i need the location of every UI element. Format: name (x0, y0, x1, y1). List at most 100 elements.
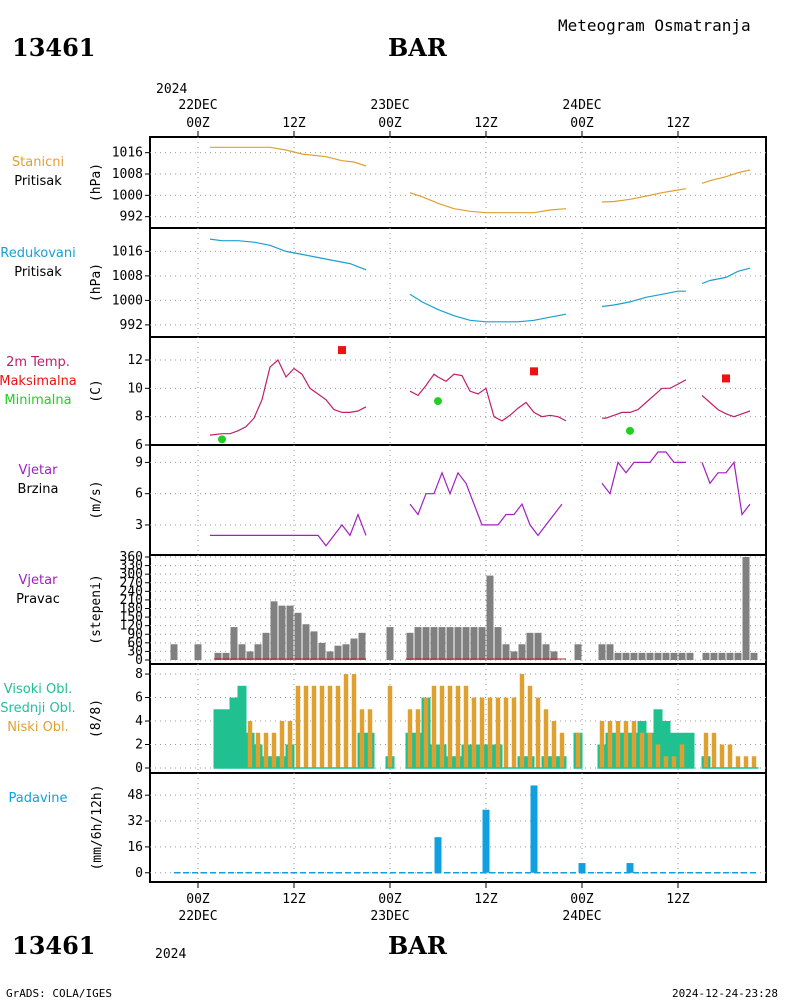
tmax-marker (722, 374, 730, 383)
y-tick-label: 32 (127, 814, 143, 829)
wind-dir-bar (670, 652, 678, 660)
low-cloud-bar (279, 721, 285, 768)
precip-bar (530, 785, 538, 873)
y-tick-label: 240 (120, 584, 143, 599)
wind-dir-bar (262, 632, 270, 660)
panel-frame-1 (149, 227, 767, 338)
y-tick-label: 300 (120, 567, 143, 582)
wind-dir-bar (518, 644, 526, 660)
tmax-marker (530, 367, 538, 376)
wind-dir-bar (294, 612, 302, 660)
y-tick-label: 12 (127, 353, 143, 368)
panel-label: Maksimalna (0, 374, 77, 389)
wind-dir-bar (662, 652, 670, 660)
bottom-hour-label: 00Z (570, 892, 594, 907)
wind-dir-bar (230, 627, 238, 660)
series-line (601, 451, 686, 496)
wind-dir-bar (502, 644, 510, 660)
high-cloud-bar (213, 709, 223, 768)
low-cloud-bar (607, 721, 613, 768)
wind-dir-bar (510, 651, 518, 660)
low-cloud-bar (303, 685, 309, 768)
low-cloud-bar (511, 697, 517, 768)
low-cloud-bar (367, 709, 373, 768)
y-tick-label: 48 (127, 788, 143, 803)
low-cloud-bar (423, 697, 429, 768)
low-cloud-bar (447, 685, 453, 768)
wind-dir-bar (302, 624, 310, 660)
series-line (409, 471, 563, 537)
high-cloud-bar (229, 697, 239, 768)
panel-label: Brzina (18, 482, 59, 497)
wind-dir-bar (646, 652, 654, 660)
wind-dir-bar (438, 627, 446, 660)
low-cloud-bar (703, 732, 709, 768)
wind-dir-bar (470, 627, 478, 660)
wind-dir-bar (542, 644, 550, 660)
wind-dir-bar (654, 652, 662, 660)
panel-label: Redukovani (0, 246, 75, 261)
station-name-bottom: BAR (388, 931, 448, 960)
wind-dir-bar (310, 631, 318, 660)
wind-dir-bar (254, 644, 262, 660)
low-cloud-bar (727, 744, 733, 768)
high-cloud-bar (221, 709, 231, 768)
low-cloud-bar (311, 685, 317, 768)
panel-label: Stanicni (12, 155, 64, 170)
panel-label: 2m Temp. (6, 355, 70, 370)
high-cloud-bar (669, 732, 679, 768)
y-tick-label: 992 (120, 318, 143, 333)
low-cloud-bar (631, 721, 637, 768)
wind-dir-bar (702, 652, 710, 660)
low-cloud-bar (327, 685, 333, 768)
panel-label: Pritisak (14, 265, 62, 280)
low-cloud-bar (655, 744, 661, 768)
y-tick-label: 210 (120, 593, 143, 608)
wind-dir-bar (270, 601, 278, 660)
wind-dir-bar (222, 652, 230, 660)
station-id-top: 13461 (12, 33, 96, 62)
top-year-label: 2024 (156, 82, 187, 97)
bottom-hour-label: 12Z (666, 892, 690, 907)
top-hour-label: 00Z (570, 116, 594, 131)
y-tick-label: 180 (120, 602, 143, 617)
bottom-hour-label: 00Z (378, 892, 402, 907)
tmin-marker (218, 435, 226, 444)
y-axis-label: (hPa) (89, 263, 104, 302)
panel-frame-0 (149, 136, 767, 229)
plot-panels: 992100010081016(hPa)StanicniPritisak9921… (0, 98, 767, 924)
y-tick-label: 1000 (112, 188, 143, 203)
wind-dir-bar (478, 627, 486, 660)
series-line (601, 290, 686, 308)
low-cloud-bar (519, 674, 525, 768)
y-tick-label: 120 (120, 619, 143, 634)
low-cloud-bar (647, 732, 653, 768)
low-cloud-bar (255, 732, 261, 768)
series-line (209, 359, 367, 436)
precip-bar (578, 863, 586, 873)
low-cloud-bar (495, 697, 501, 768)
bottom-hour-label: 12Z (282, 892, 306, 907)
wind-dir-bar (574, 644, 582, 660)
top-date-label: 22DEC (178, 98, 217, 113)
panel-label: Srednji Obl. (0, 701, 75, 716)
low-cloud-bar (407, 709, 413, 768)
y-axis-label: (8/8) (89, 699, 104, 738)
low-cloud-bar (295, 685, 301, 768)
low-cloud-bar (359, 709, 365, 768)
panel-label: Padavine (9, 791, 68, 806)
panel-label: Visoki Obl. (4, 682, 72, 697)
footer-timestamp: 2024-12-24-23:28 (672, 987, 778, 1000)
wind-dir-bar (550, 651, 558, 660)
y-tick-label: 1008 (112, 167, 143, 182)
low-cloud-bar (671, 756, 677, 768)
wind-dir-bar (342, 644, 350, 660)
series-line (409, 373, 567, 422)
wind-dir-bar (430, 627, 438, 660)
wind-dir-bar (454, 627, 462, 660)
tmin-marker (626, 426, 634, 435)
high-cloud-bar (685, 732, 695, 768)
series-line (210, 512, 367, 547)
low-cloud-bar (503, 697, 509, 768)
wind-dir-bar (606, 644, 614, 660)
